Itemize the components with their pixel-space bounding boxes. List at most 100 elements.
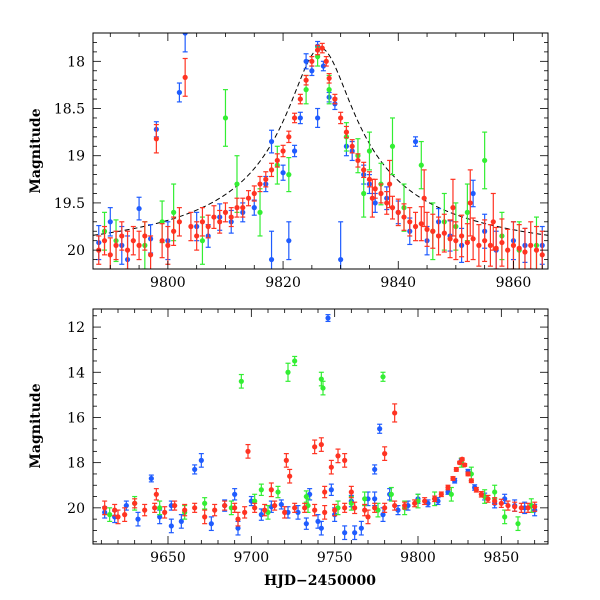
data-point-red — [355, 153, 361, 168]
data-point-red — [365, 509, 371, 525]
data-point-blue — [176, 82, 182, 103]
data-point-red — [468, 478, 474, 484]
data-point-red — [395, 198, 401, 227]
data-point-red — [522, 227, 528, 269]
data-point-red — [182, 57, 188, 97]
data-point-red — [122, 507, 128, 523]
data-point-red — [287, 468, 293, 484]
data-point-red — [280, 144, 286, 158]
data-point-blue — [315, 107, 321, 129]
data-point-red — [462, 462, 468, 468]
data-point-red — [342, 453, 348, 468]
data-point-red — [516, 224, 522, 269]
x-tick-label: 9650 — [150, 550, 186, 566]
data-point-red — [222, 500, 228, 511]
data-point-red — [478, 490, 484, 498]
data-point-red — [476, 224, 482, 267]
data-point-red — [245, 443, 251, 459]
data-point-blue — [248, 495, 254, 507]
bottom-ticks: 9650 9700 9750 9800 9850 12 14 16 18 20 — [67, 309, 548, 566]
data-point-blue — [208, 516, 214, 532]
data-point-red — [272, 500, 278, 511]
data-point-red — [263, 171, 269, 188]
y-tick-label: 18 — [67, 456, 85, 472]
data-point-red — [412, 499, 418, 508]
data-point-red — [323, 55, 329, 67]
panel-bottom-light-curve-full: 9650 9700 9750 9800 9850 12 14 16 18 20 Magnitude… — [28, 308, 549, 589]
y-tick-label: 18.5 — [54, 102, 85, 118]
data-point-red — [211, 205, 217, 230]
data-point-green — [258, 483, 264, 497]
data-point-green — [157, 500, 163, 516]
data-point-red — [485, 494, 491, 503]
bottom-x-axis-label: HJD−2450000 — [264, 573, 376, 589]
data-point-red — [482, 219, 488, 263]
data-point-red — [532, 501, 538, 512]
data-point-red — [453, 466, 459, 473]
data-point-green — [285, 362, 291, 382]
data-point-red — [153, 123, 159, 154]
data-point-red — [152, 502, 158, 513]
data-point-blue — [318, 520, 324, 536]
data-point-red — [518, 502, 524, 513]
data-point-red — [505, 228, 511, 269]
data-point-blue — [303, 53, 309, 70]
data-point-red — [382, 446, 388, 461]
data-point-red — [240, 197, 246, 218]
data-point-red — [366, 171, 373, 188]
data-point-red — [378, 183, 384, 204]
y-tick-label: 12 — [67, 320, 85, 336]
data-point-blue — [280, 164, 286, 181]
data-point-blue — [232, 488, 238, 501]
data-point-red — [539, 230, 545, 269]
data-point-red — [322, 485, 328, 499]
data-point-red — [369, 178, 375, 218]
data-point-blue — [251, 199, 257, 216]
y-tick-label: 14 — [67, 365, 85, 381]
data-point-red — [430, 213, 436, 249]
data-point-blue — [268, 129, 275, 154]
data-point-blue — [358, 520, 364, 536]
data-point-red — [453, 221, 459, 261]
data-point-blue — [295, 504, 301, 520]
data-point-red — [142, 221, 148, 251]
data-point-green — [320, 380, 326, 396]
data-point-red — [292, 502, 298, 513]
data-point-red — [303, 74, 309, 86]
data-point-red — [450, 475, 456, 482]
data-point-red — [147, 235, 154, 269]
data-point-blue — [291, 144, 298, 158]
data-point-red — [212, 503, 218, 517]
data-point-red — [421, 169, 427, 228]
data-point-blue — [372, 464, 378, 475]
data-point-blue — [107, 207, 113, 237]
data-point-red — [342, 502, 348, 513]
data-point-red — [338, 111, 344, 125]
y-tick-label: 16 — [67, 410, 85, 426]
data-point-red — [268, 482, 274, 498]
data-point-red — [107, 237, 113, 269]
data-point-blue — [198, 453, 204, 468]
data-point-red — [274, 153, 280, 168]
data-point-blue — [470, 179, 476, 208]
data-point-green — [238, 373, 244, 389]
data-point-red — [384, 190, 390, 215]
data-point-red — [505, 500, 511, 511]
data-point-green — [366, 131, 373, 171]
data-point-red — [182, 503, 188, 517]
data-point-red — [202, 509, 208, 525]
data-point-blue — [303, 517, 309, 530]
data-point-red — [124, 230, 131, 269]
bottom-data-layer — [102, 314, 538, 541]
data-point-red — [528, 221, 534, 269]
top-ticks: 9800 9820 9840 9860 18 18.5 19 19.5 20 — [54, 32, 548, 291]
data-point-red — [392, 500, 398, 511]
data-point-red — [297, 93, 303, 105]
data-point-blue — [352, 525, 358, 541]
data-point-red — [493, 226, 499, 269]
data-point-red — [435, 216, 442, 256]
data-point-red — [153, 488, 159, 501]
data-point-blue — [148, 474, 154, 483]
x-tick-label: 9700 — [234, 550, 270, 566]
data-point-blue — [178, 514, 184, 529]
